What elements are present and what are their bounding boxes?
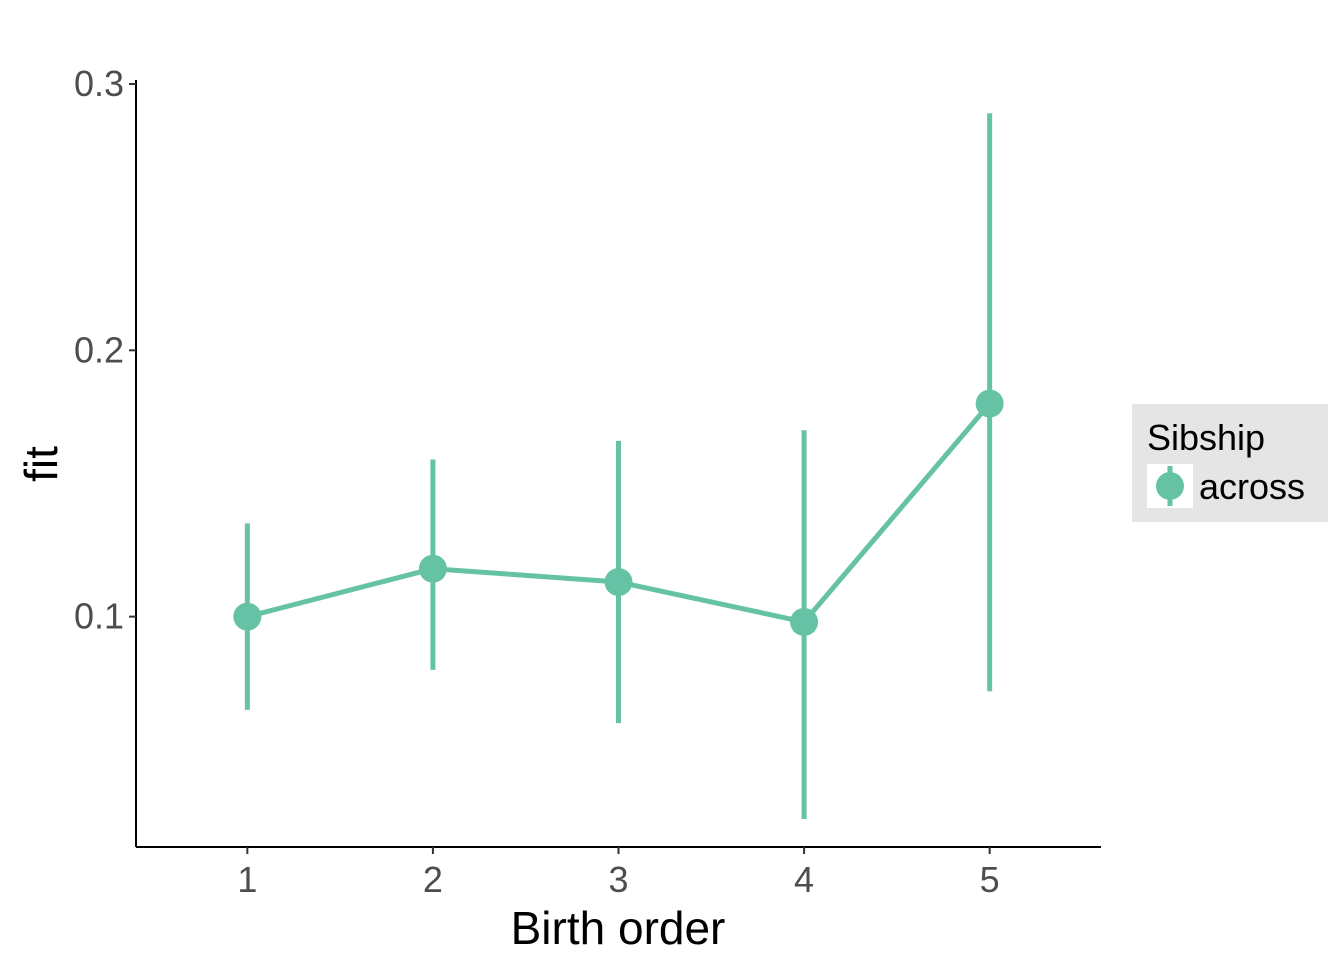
x-axis-ticks: 1 2 3 4 5 — [237, 847, 1000, 900]
data-point — [790, 607, 819, 636]
y-tick-label: 0.1 — [74, 596, 124, 637]
y-axis-title: fit — [15, 446, 67, 482]
legend-label-across: across — [1199, 466, 1305, 507]
data-points — [233, 389, 1004, 636]
x-tick-label: 4 — [794, 859, 814, 900]
x-tick-label: 5 — [980, 859, 1000, 900]
legend-key-point — [1156, 472, 1184, 500]
x-tick-label: 2 — [423, 859, 443, 900]
legend: Sibship across — [1132, 404, 1328, 522]
legend-title: Sibship — [1147, 417, 1265, 458]
data-point — [418, 554, 447, 583]
data-point — [233, 602, 262, 631]
y-tick-label: 0.2 — [74, 329, 124, 370]
y-tick-label: 0.3 — [74, 63, 124, 104]
x-tick-label: 1 — [237, 859, 257, 900]
x-tick-label: 3 — [608, 859, 628, 900]
data-point — [975, 389, 1004, 418]
y-axis-ticks: 0.1 0.2 0.3 — [74, 63, 136, 637]
x-axis-title: Birth order — [511, 902, 726, 954]
plot-area — [233, 113, 1004, 820]
data-point — [604, 568, 633, 597]
error-bars — [244, 113, 993, 820]
